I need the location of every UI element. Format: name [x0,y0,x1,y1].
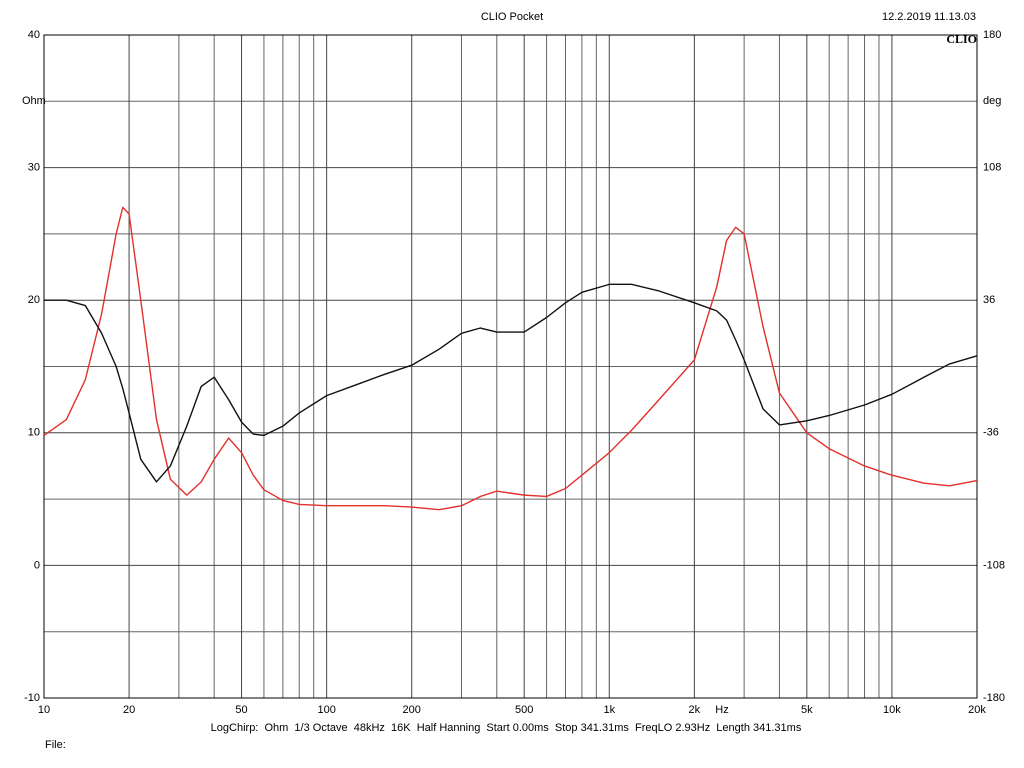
x-tick-label: 10k [883,704,901,716]
data-line [44,283,978,483]
x-tick-label: 20 [123,704,135,716]
x-tick-label: 500 [515,704,533,716]
y-tick-label: 0 [34,559,40,571]
x-tick-label: 100 [317,704,335,716]
plot-frame [43,34,978,699]
timestamp: 12.2.2019 11.13.03 [882,11,976,23]
chart-title: CLIO Pocket [481,11,543,23]
y2-tick-label: 108 [983,162,1001,174]
x-tick-label: 200 [403,704,421,716]
y-tick-label: 40 [28,29,40,41]
settings-text: LogChirp: Ohm 1/3 Octave 48kHz 16K Half … [211,722,802,734]
y2-axis-label: deg [983,95,1001,107]
x-axis-label: Hz [715,704,728,716]
y2-tick-label: -108 [983,559,1005,571]
y-tick-label: -10 [24,692,40,704]
y2-tick-label: -180 [983,692,1005,704]
y-tick-label: 20 [28,294,40,306]
y-tick-label: 30 [28,162,40,174]
x-tick-label: 50 [235,704,247,716]
file-label: File: [45,739,66,751]
y2-tick-label: 36 [983,294,995,306]
data-line [43,206,978,511]
x-tick-label: 2k [689,704,701,716]
y2-tick-label: -36 [983,427,999,439]
x-tick-label: 20k [968,704,986,716]
y2-tick-label: 180 [983,29,1001,41]
x-tick-label: 10 [38,704,50,716]
logo: CLIO [946,32,977,46]
y-axis-label: Ohm [22,95,46,107]
y-tick-label: 10 [28,427,40,439]
x-tick-label: 5k [801,704,813,716]
x-tick-label: 1k [603,704,615,716]
